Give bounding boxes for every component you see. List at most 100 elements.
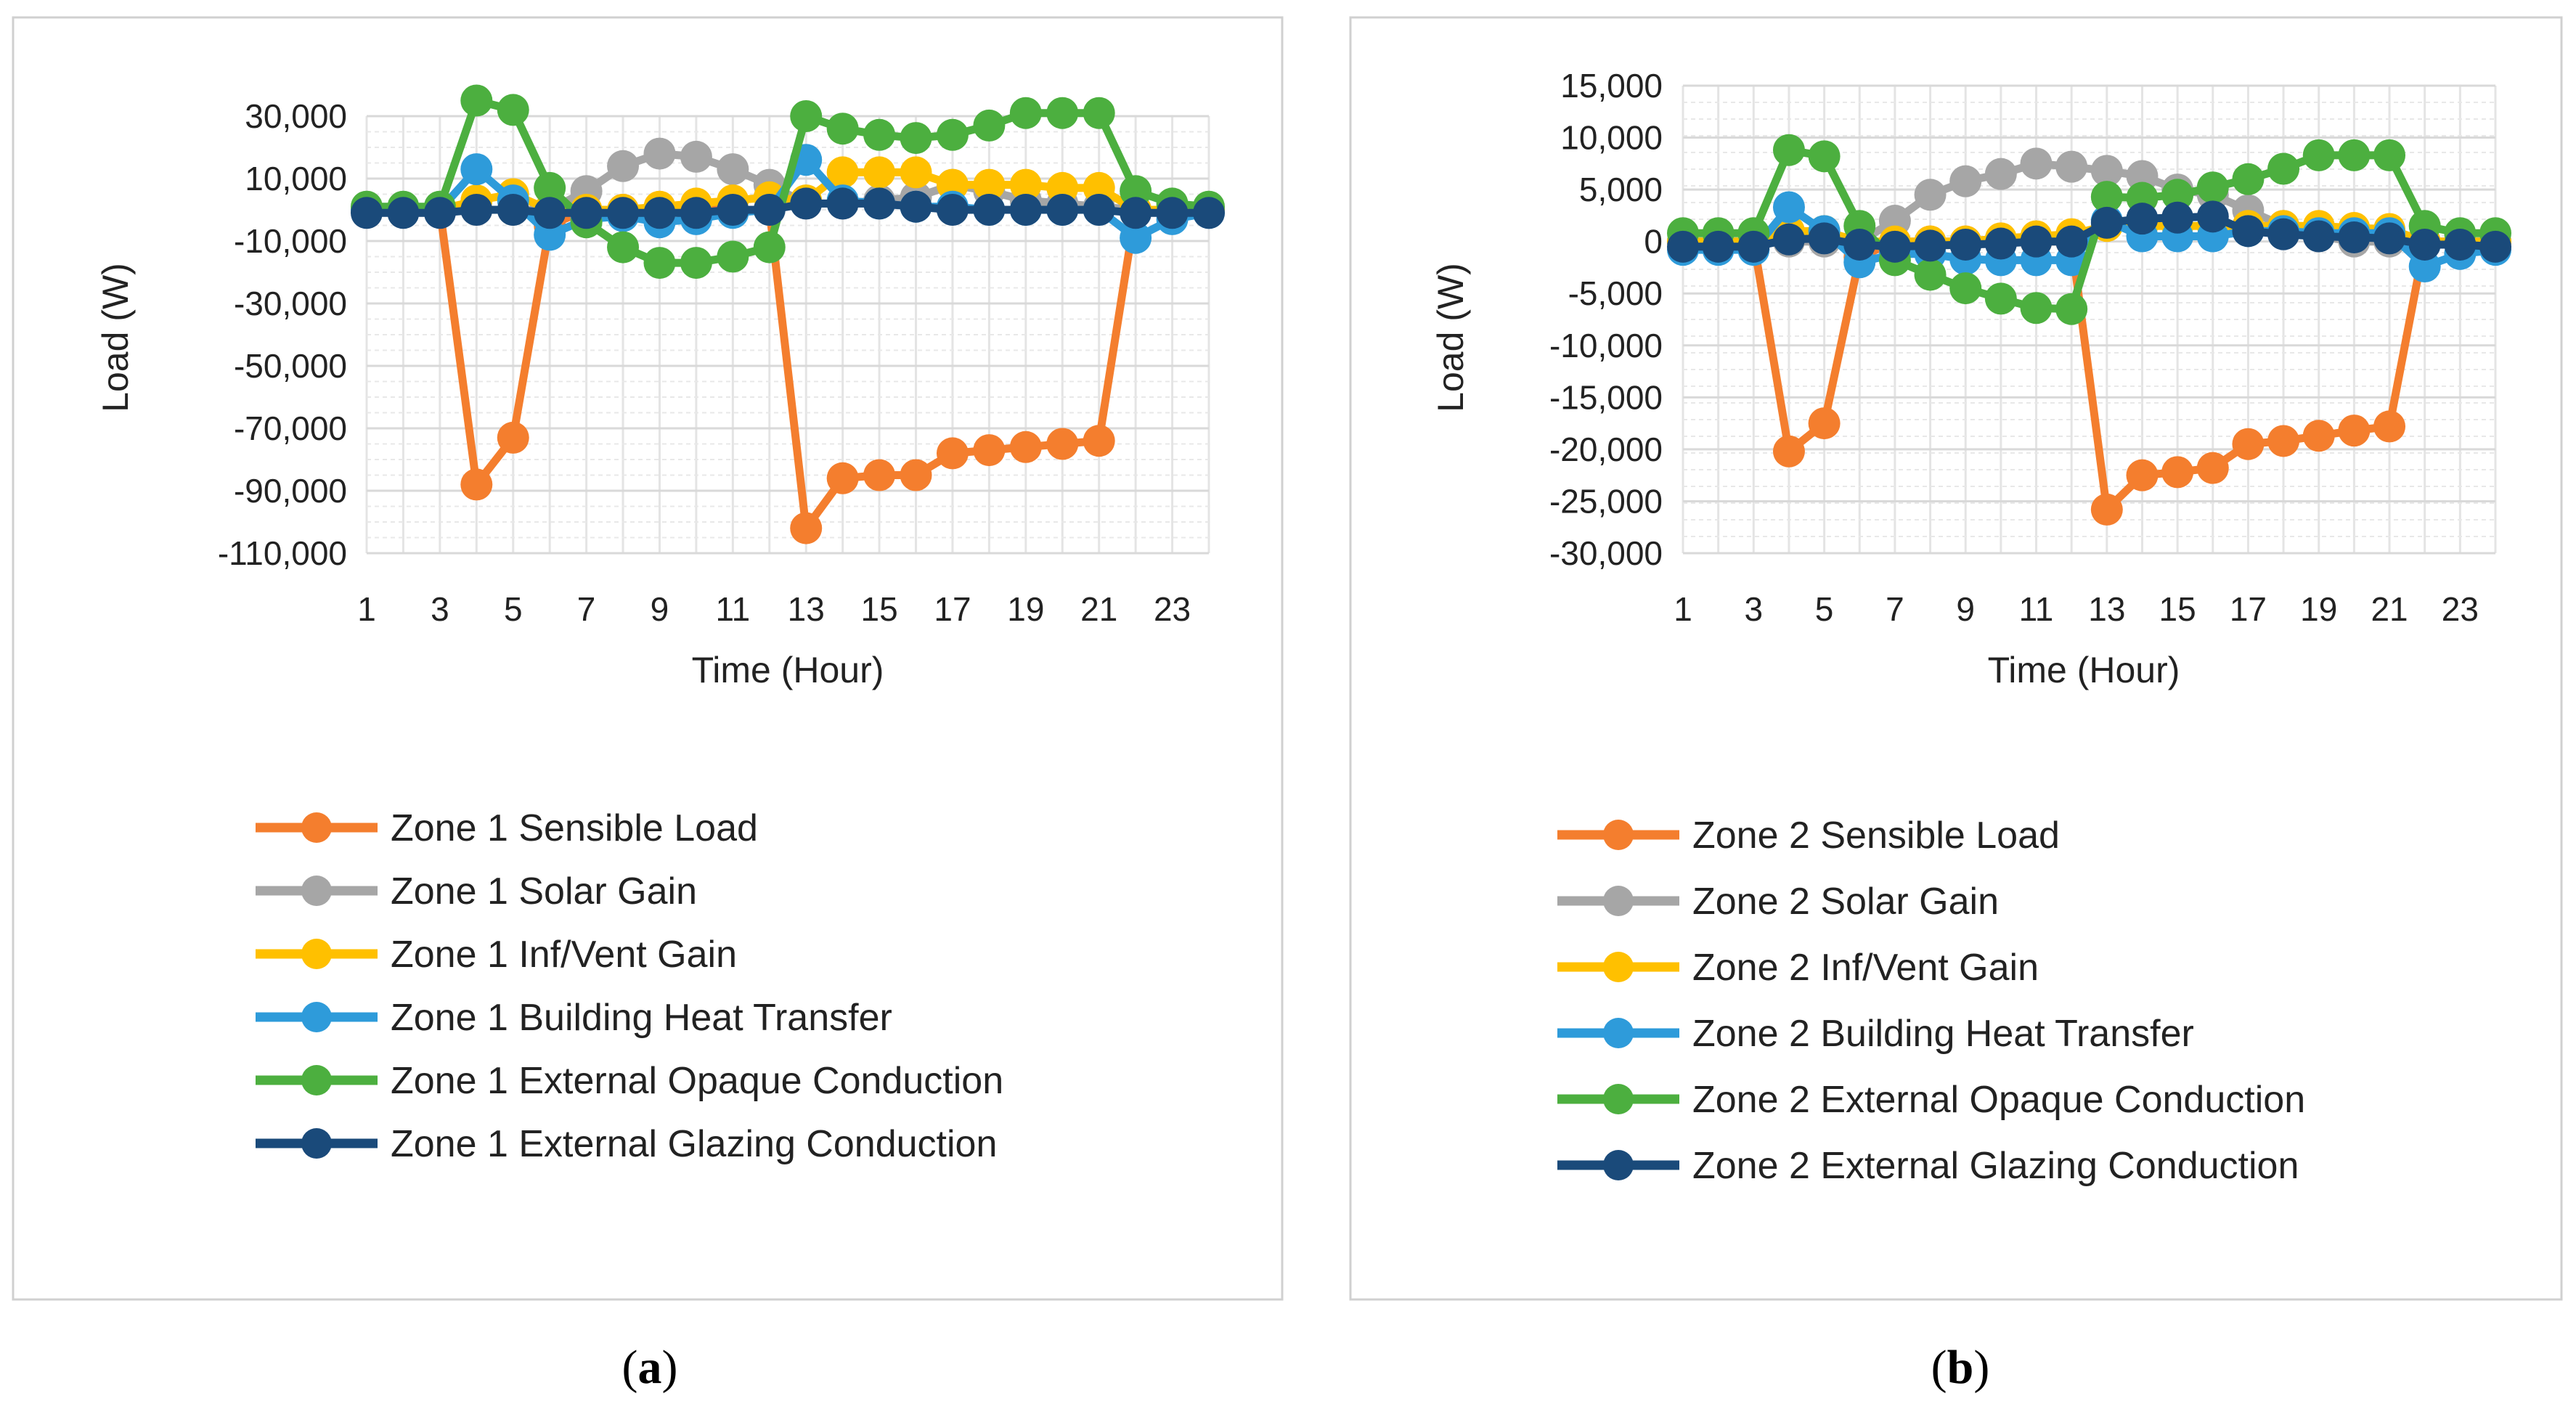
- legend-entry: Zone 2 Building Heat Transfer: [1557, 1013, 2194, 1055]
- y-tick-label: -5,000: [1568, 274, 1663, 312]
- chart-b-caption: (b): [1931, 1341, 1990, 1394]
- data-point: [717, 240, 749, 273]
- data-point: [900, 190, 932, 223]
- data-point: [2373, 222, 2406, 255]
- x-tick-label: 17: [934, 590, 971, 628]
- data-point: [2090, 493, 2123, 526]
- y-tick-label: -110,000: [218, 534, 347, 572]
- data-point: [1914, 258, 1947, 291]
- data-point: [351, 197, 383, 229]
- y-tick-label: -20,000: [1549, 430, 1663, 468]
- legend-swatch-marker: [301, 1002, 332, 1032]
- data-point: [607, 197, 640, 229]
- data-point: [2373, 139, 2406, 171]
- legend-label: Zone 2 Inf/Vent Gain: [1692, 947, 2039, 989]
- data-point: [2161, 179, 2194, 211]
- data-point: [2408, 228, 2441, 261]
- series-6: [1667, 200, 2511, 263]
- data-point: [1120, 175, 1152, 208]
- legend-entry: Zone 2 External Glazing Conduction: [1557, 1145, 2299, 1187]
- x-tick-label: 3: [431, 590, 449, 628]
- data-point: [1949, 165, 1982, 197]
- data-point: [1772, 435, 1805, 468]
- data-point: [2196, 452, 2229, 484]
- data-point: [1667, 230, 1699, 263]
- data-point: [1083, 425, 1115, 457]
- x-tick-label: 19: [1007, 590, 1044, 628]
- chart-a-series: [351, 84, 1225, 544]
- data-point: [2055, 225, 2088, 258]
- data-point: [2055, 293, 2088, 325]
- data-point: [1984, 227, 2017, 260]
- data-point: [1120, 221, 1152, 254]
- data-point: [460, 153, 493, 186]
- legend-label: Zone 2 Solar Gain: [1692, 881, 1999, 923]
- data-point: [1046, 97, 1079, 129]
- chart-b-x-axis-title: Time (Hour): [1988, 650, 2180, 690]
- legend-swatch-marker: [1603, 1150, 1634, 1180]
- legend-label: Zone 2 Sensible Load: [1692, 815, 2060, 857]
- data-point: [826, 113, 859, 145]
- data-point: [790, 512, 823, 544]
- legend-label: Zone 2 External Glazing Conduction: [1692, 1145, 2299, 1187]
- data-point: [2090, 181, 2123, 213]
- data-point: [2373, 410, 2406, 443]
- data-point: [460, 468, 493, 501]
- data-point: [2408, 250, 2441, 283]
- chart-a-y-ticks: 30,000 10,000 -10,000 -30,000 -50,000 -70,000…: [218, 97, 347, 572]
- legend-label: Zone 1 External Opaque Conduction: [391, 1060, 1003, 1102]
- y-tick-label: 30,000: [245, 97, 347, 135]
- legend-label: Zone 1 Building Heat Transfer: [391, 997, 892, 1039]
- data-point: [2020, 292, 2053, 325]
- data-point: [1046, 194, 1079, 226]
- chart-b-caption-letter: b: [1947, 1341, 1974, 1394]
- y-tick-label: -25,000: [1549, 482, 1663, 520]
- data-point: [2161, 201, 2194, 234]
- data-point: [1156, 197, 1189, 229]
- data-point: [643, 197, 676, 229]
- data-point: [1914, 179, 1947, 211]
- y-tick-label: -30,000: [234, 285, 347, 322]
- data-point: [570, 197, 603, 229]
- data-point: [1878, 230, 1911, 263]
- data-point: [826, 187, 859, 220]
- x-tick-label: 7: [1886, 590, 1904, 628]
- legend-label: Zone 1 Sensible Load: [391, 807, 758, 849]
- data-point: [1949, 228, 1982, 261]
- legend-label: Zone 2 Building Heat Transfer: [1692, 1013, 2194, 1055]
- chart-a-x-ticks: 1 3 5 7 9 11 13 15 17 19 21 23: [357, 590, 1191, 628]
- chart-a-caption-letter: a: [638, 1341, 662, 1394]
- legend-entry: Zone 2 Sensible Load: [1557, 815, 2060, 857]
- y-tick-label: -30,000: [1549, 534, 1663, 572]
- data-point: [2126, 160, 2159, 192]
- chart-b-y-axis-title: Load (W): [1430, 263, 1471, 412]
- y-tick-label: -15,000: [1549, 378, 1663, 416]
- y-tick-label: 10,000: [1560, 119, 1663, 157]
- data-point: [717, 194, 749, 226]
- data-point: [1120, 197, 1152, 229]
- data-point: [1984, 158, 2017, 190]
- x-tick-label: 23: [1154, 590, 1191, 628]
- legend-swatch-marker: [1603, 886, 1634, 916]
- data-point: [1772, 191, 1805, 224]
- x-tick-label: 21: [1080, 590, 1117, 628]
- data-point: [1772, 223, 1805, 256]
- chart-b-panel: 15,000 10,000 5,000 0 -5,000 -10,000 -15,000 -2…: [1349, 16, 2563, 1301]
- data-point: [936, 194, 969, 226]
- x-tick-label: 17: [2230, 590, 2267, 628]
- chart-b-series: [1667, 134, 2511, 526]
- x-tick-label: 11: [2019, 590, 2054, 628]
- legend-swatch-marker: [301, 812, 332, 843]
- x-tick-label: 3: [1745, 590, 1764, 628]
- x-tick-label: 1: [357, 590, 376, 628]
- legend-entry: Zone 1 Solar Gain: [256, 870, 697, 913]
- chart-a-legend: Zone 1 Sensible Load Zone 1 Solar Gain Zon…: [256, 807, 1003, 1165]
- data-point: [2055, 150, 2088, 183]
- data-point: [1914, 229, 1947, 262]
- x-tick-label: 13: [2088, 590, 2125, 628]
- legend-swatch-marker: [1603, 1084, 1634, 1114]
- legend-entry: Zone 2 External Opaque Conduction: [1557, 1079, 2305, 1121]
- data-point: [2479, 230, 2511, 263]
- y-tick-label: -90,000: [234, 472, 347, 510]
- chart-a-y-axis-title: Load (W): [95, 263, 136, 412]
